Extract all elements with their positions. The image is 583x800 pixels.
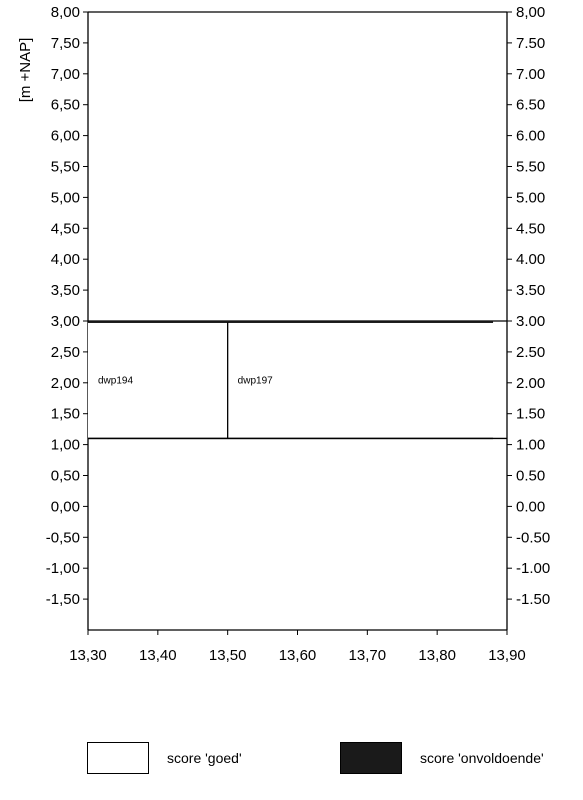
y-tick-label-left: -1,00	[46, 560, 80, 577]
y-axis-label: [m +NAP]	[17, 38, 34, 103]
y-tick-label-right: -1.00	[516, 560, 550, 577]
y-tick-label-left: 7,00	[51, 66, 80, 83]
y-tick-label-left: 4,00	[51, 251, 80, 268]
y-tick-label-left: 0,50	[51, 468, 80, 485]
y-tick-label-right: 0.50	[516, 468, 545, 485]
y-tick-label-right: -1.50	[516, 591, 550, 608]
x-tick-label: 13,70	[349, 647, 387, 664]
section-bar	[88, 322, 228, 439]
y-tick-label-left: 2,00	[51, 375, 80, 392]
section-label: dwp197	[238, 375, 273, 386]
x-tick-label: 13,80	[418, 647, 456, 664]
legend-item-onvoldoende: score 'onvoldoende'	[340, 741, 544, 775]
y-tick-label-right: 4.50	[516, 220, 545, 237]
y-tick-label-right: 3.00	[516, 313, 545, 330]
y-tick-label-right: -0.50	[516, 529, 550, 546]
y-tick-label-left: 7,50	[51, 35, 80, 52]
legend-swatch-goed	[87, 742, 149, 774]
y-tick-label-right: 8,00	[516, 4, 545, 21]
y-tick-label-left: 6,50	[51, 97, 80, 114]
y-tick-label-left: 8,00	[51, 4, 80, 21]
y-tick-label-right: 0.00	[516, 498, 545, 515]
section-label: dwp194	[98, 375, 133, 386]
y-tick-label-left: 1,00	[51, 437, 80, 454]
y-axis-left: 8,00 7,50 7,00 6,50 6,00 5,50 5,00 4,50 4,00 3,50…	[46, 4, 88, 608]
y-tick-label-left: -1,50	[46, 591, 80, 608]
y-tick-label-right: 6.00	[516, 128, 545, 145]
y-tick-label-right: 1.50	[516, 406, 545, 423]
y-tick-label-right: 3.50	[516, 282, 545, 299]
section-bar	[227, 322, 494, 439]
sections-layer: dwp194 dwp197	[88, 320, 507, 440]
y-tick-label-left: 0,00	[51, 498, 80, 515]
y-tick-label-left: 2,50	[51, 344, 80, 361]
y-tick-label-left: 3,50	[51, 282, 80, 299]
y-tick-label-left: 5,00	[51, 189, 80, 206]
x-tick-label: 13,30	[69, 647, 107, 664]
y-tick-label-right: 5.00	[516, 189, 545, 206]
x-tick-label: 13,90	[488, 647, 526, 664]
y-tick-label-left: 4,50	[51, 220, 80, 237]
y-tick-label-right: 5.50	[516, 159, 545, 176]
y-tick-label-right: 2.00	[516, 375, 545, 392]
y-axis-right: 8,00 7.50 7.00 6.50 6.00 5.50 5.00 4.50 4.00 3.50…	[507, 4, 550, 608]
legend-item-goed: score 'goed'	[87, 741, 242, 775]
x-tick-label: 13,50	[209, 647, 247, 664]
y-tick-label-right: 1.00	[516, 437, 545, 454]
legend-label-onvoldoende: score 'onvoldoende'	[420, 750, 544, 766]
legend-swatch-onvoldoende	[340, 742, 402, 774]
y-tick-label-left: 1,50	[51, 406, 80, 423]
x-tick-label: 13,40	[139, 647, 177, 664]
y-tick-label-right: 7.00	[516, 66, 545, 83]
y-tick-label-right: 6.50	[516, 97, 545, 114]
y-tick-label-left: -0,50	[46, 529, 80, 546]
y-tick-label-right: 7.50	[516, 35, 545, 52]
y-tick-label-right: 2.50	[516, 344, 545, 361]
legend: score 'goed' score 'onvoldoende'	[0, 741, 583, 775]
legend-label-goed: score 'goed'	[167, 750, 242, 766]
x-tick-label: 13,60	[279, 647, 317, 664]
y-tick-label-left: 5,50	[51, 159, 80, 176]
y-tick-label-left: 3,00	[51, 313, 80, 330]
y-tick-label-right: 4.00	[516, 251, 545, 268]
x-axis: 13,30 13,40 13,50 13,60 13,70 13,80 13,90	[69, 630, 526, 664]
y-tick-label-left: 6,00	[51, 128, 80, 145]
